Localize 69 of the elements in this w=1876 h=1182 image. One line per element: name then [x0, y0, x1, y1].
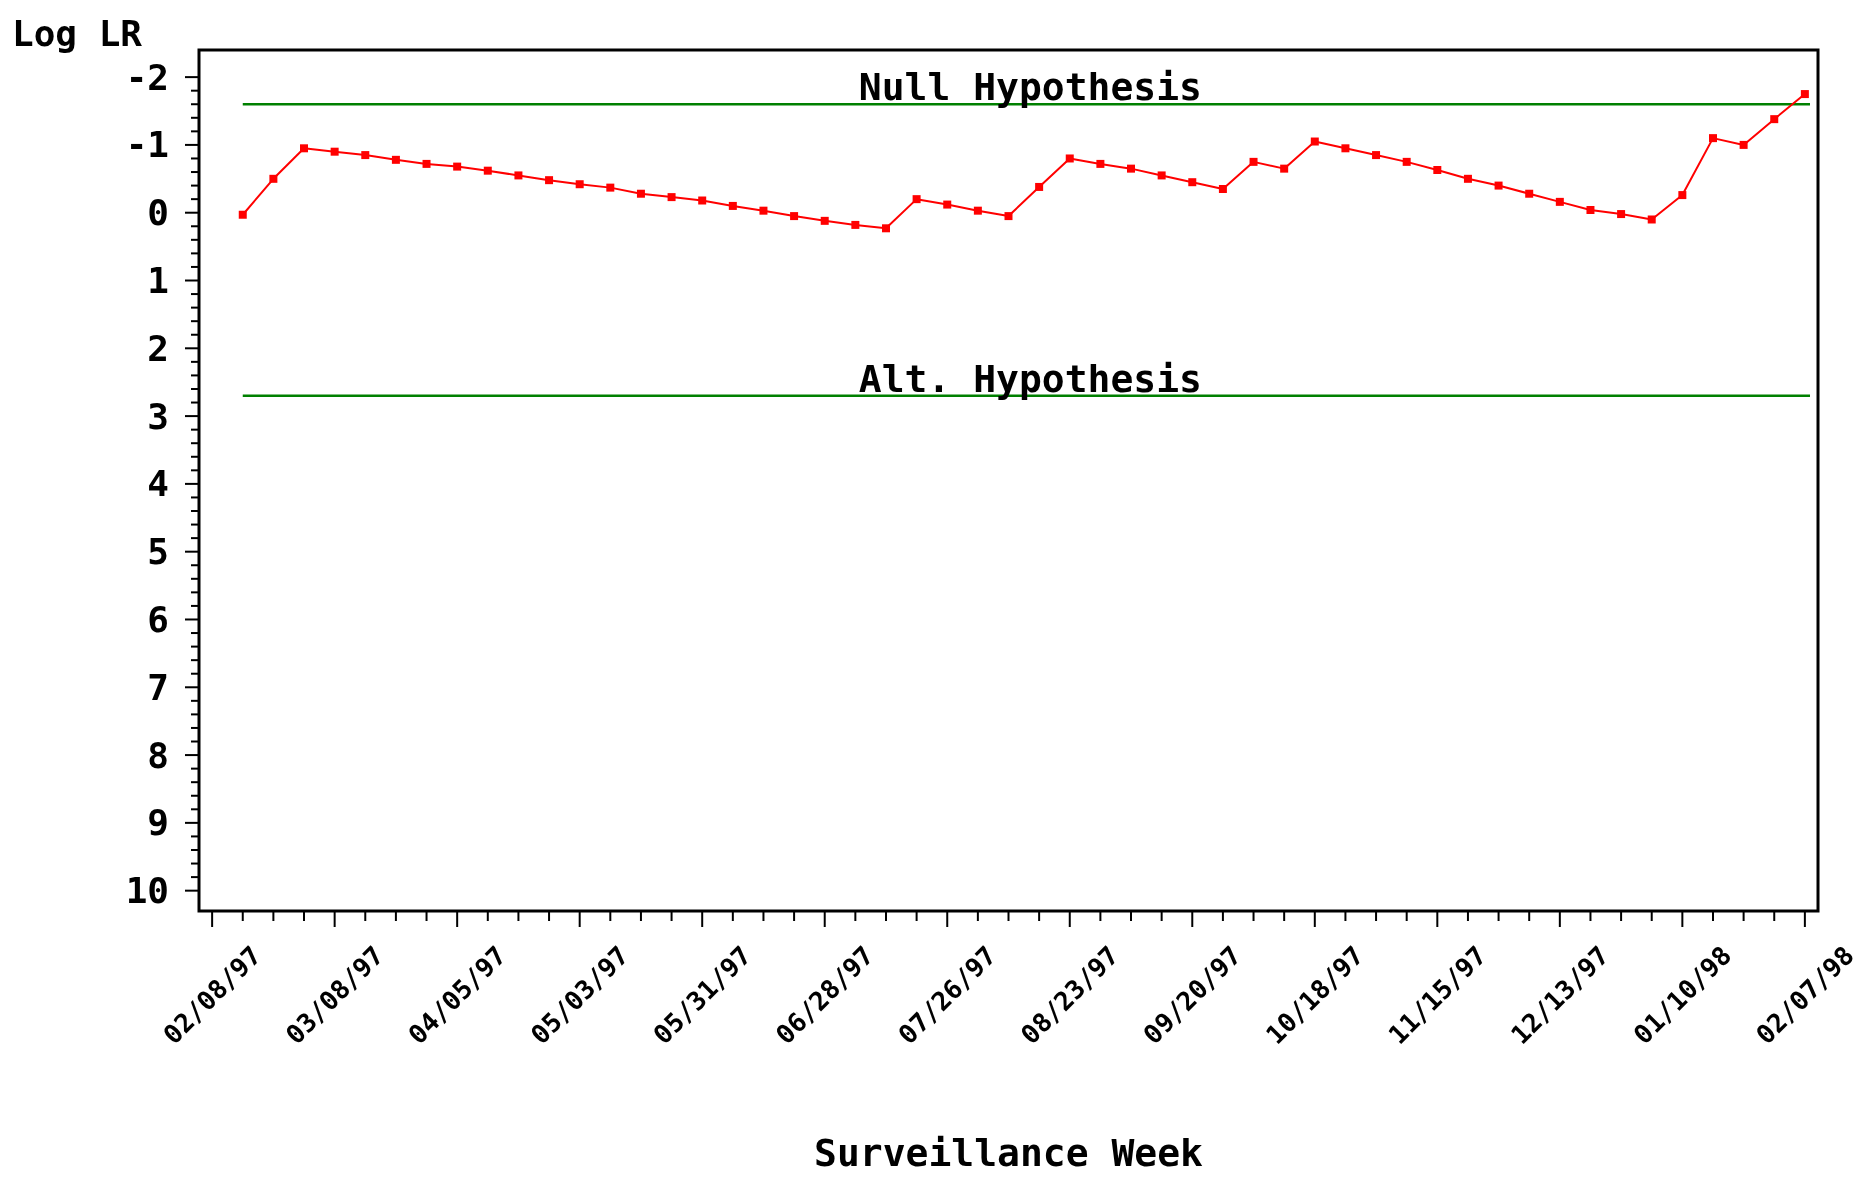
- point: [973, 206, 982, 215]
- point: [1494, 181, 1503, 190]
- point: [1249, 157, 1258, 166]
- point: [422, 159, 431, 168]
- point: [790, 212, 799, 221]
- point: [1096, 159, 1105, 168]
- point: [1004, 212, 1013, 221]
- point: [575, 180, 584, 189]
- point: [453, 162, 462, 171]
- y-tick-label: 3: [147, 395, 169, 437]
- y-tick-label: 10: [125, 870, 169, 912]
- ref-line-label: Alt. Hypothesis: [858, 356, 1202, 401]
- ref-line-label: Null Hypothesis: [858, 65, 1202, 110]
- point: [1463, 174, 1472, 183]
- point: [269, 174, 278, 183]
- point: [1678, 191, 1687, 200]
- point: [1555, 197, 1564, 206]
- point: [912, 195, 921, 204]
- y-tick-label: 7: [147, 666, 169, 708]
- y-tick-label: 5: [147, 531, 169, 573]
- point: [1433, 166, 1442, 174]
- y-tick-label: -2: [125, 56, 169, 98]
- y-tick-label: 9: [147, 802, 169, 844]
- point: [820, 216, 829, 225]
- y-tick-label: 1: [147, 260, 169, 301]
- point: [1127, 164, 1136, 173]
- point: [545, 176, 554, 185]
- point: [943, 200, 952, 209]
- y-tick-label: 0: [147, 192, 169, 234]
- point: [391, 155, 400, 164]
- y-tick-label: 6: [147, 598, 169, 640]
- point: [1035, 182, 1044, 191]
- point: [759, 206, 768, 215]
- point: [1647, 215, 1656, 224]
- point: [238, 210, 247, 219]
- y-tick-label: 4: [147, 463, 169, 505]
- point: [1218, 184, 1227, 193]
- point: [1586, 206, 1595, 214]
- point: [728, 201, 737, 210]
- point: [1065, 154, 1074, 163]
- point: [361, 151, 370, 160]
- point: [1617, 210, 1626, 219]
- point: [881, 224, 890, 233]
- point: [483, 166, 492, 175]
- point: [1310, 137, 1319, 146]
- x-axis-title: Surveillance Week: [814, 1131, 1204, 1175]
- point: [1372, 151, 1381, 160]
- point: [698, 196, 707, 205]
- y-tick-label: 2: [147, 327, 169, 369]
- point: [667, 193, 676, 202]
- point: [330, 147, 339, 156]
- point: [851, 220, 860, 229]
- point: [1157, 171, 1166, 180]
- point: [1739, 140, 1748, 149]
- point: [1708, 134, 1717, 143]
- point: [1800, 90, 1809, 99]
- point: [636, 189, 645, 198]
- point: [1280, 164, 1289, 173]
- point: [1188, 178, 1197, 187]
- point: [1525, 189, 1534, 198]
- point: [514, 171, 523, 180]
- y-axis-title: Log LR: [12, 13, 143, 54]
- y-tick-label: -1: [125, 124, 169, 166]
- point: [1341, 144, 1350, 153]
- point: [300, 144, 309, 153]
- y-tick-label: 8: [147, 734, 169, 776]
- point: [606, 183, 615, 192]
- point: [1402, 157, 1411, 166]
- point: [1770, 115, 1779, 124]
